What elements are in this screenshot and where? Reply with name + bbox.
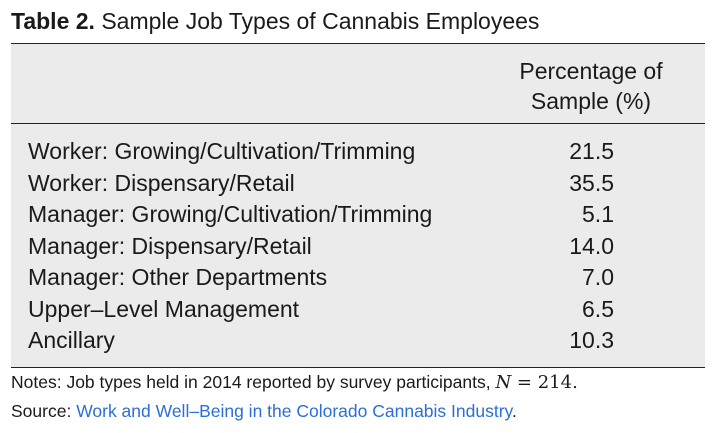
row-value: 35.5 [569,169,614,196]
notes-line: Notes: Job types held in 2014 reported b… [11,368,578,397]
notes-text: Notes: Job types held in 2014 reported b… [11,372,496,392]
source-line: Source: Work and Well–Being in the Color… [11,397,578,425]
source-link[interactable]: Work and Well–Being in the Colorado Cann… [76,401,512,421]
row-label: Worker: Growing/Cultivation/Trimming [28,138,416,164]
header-rule [11,123,705,124]
table-row: Manager: Growing/Cultivation/Trimming 5.… [11,199,705,231]
table-caption-text: Sample Job Types of Cannabis Employees [101,8,540,34]
table-row: Ancillary 10.3 [11,325,705,357]
row-label: Ancillary [28,327,115,353]
table-row: Worker: Dispensary/Retail 35.5 [11,168,705,200]
sample-size-formula: N = 214. [495,372,577,393]
row-label: Worker: Dispensary/Retail [28,169,295,196]
column-header-percentage: Percentage of Sample (%) [491,56,691,116]
source-prefix: Source: [11,401,77,421]
table-row: Manager: Other Departments 7.0 [11,262,705,294]
row-value: 6.5 [582,295,614,322]
sample-size-value: = 214 [511,372,573,393]
table-caption-label: Table 2. [11,8,95,34]
row-label: Manager: Other Departments [28,264,328,290]
column-header-line-2: Sample (%) [530,88,652,114]
row-value: 7.0 [582,264,614,290]
row-label: Upper–Level Management [28,295,300,322]
row-label: Manager: Growing/Cultivation/Trimming [28,201,433,227]
table-row: Manager: Dispensary/Retail 14.0 [11,231,705,263]
table-notes: Notes: Job types held in 2014 reported b… [11,368,578,425]
data-table: Percentage of Sample (%) Worker: Growing… [11,43,705,368]
row-value: 21.5 [569,138,614,164]
table-row: Worker: Growing/Cultivation/Trimming 21.… [11,136,705,168]
sample-size-variable: N [495,372,512,393]
row-value: 5.1 [582,201,614,227]
table-row: Upper–Level Management 6.5 [11,294,705,326]
sample-size-period: . [572,372,578,393]
column-header-line-1: Percentage of [519,58,663,84]
source-suffix: . [512,401,517,421]
row-value: 10.3 [569,327,614,353]
table-caption: Table 2. Sample Job Types of Cannabis Em… [11,6,539,36]
table-body: Worker: Growing/Cultivation/Trimming 21.… [11,136,705,357]
row-value: 14.0 [569,232,614,259]
row-label: Manager: Dispensary/Retail [28,232,312,259]
